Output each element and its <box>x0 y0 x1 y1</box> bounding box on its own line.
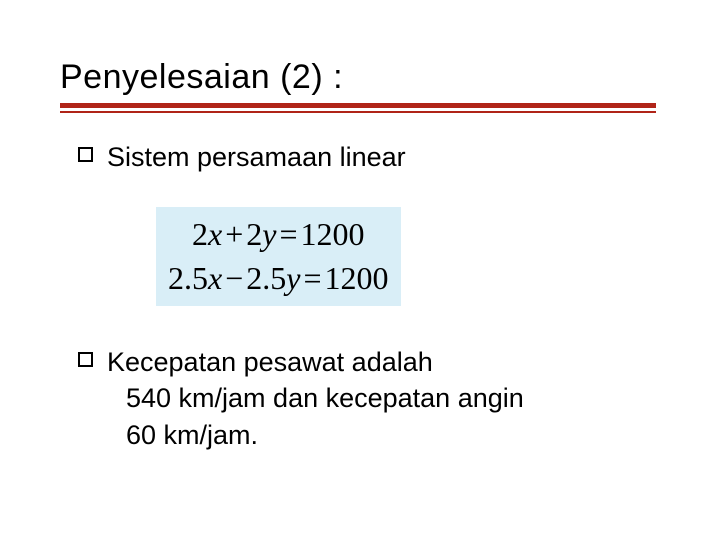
eq1-op: + <box>222 216 246 252</box>
rule-thin <box>60 111 656 113</box>
rule-thick <box>60 103 656 108</box>
bullet-item-2: Kecepatan pesawat adalah 540 km/jam dan … <box>78 344 660 453</box>
page-title: Penyelesaian (2) : <box>60 58 660 97</box>
equation-block: 2.2x+2y=1200 2.5x−2.5y=1200 <box>156 207 401 305</box>
slide: Penyelesaian (2) : Sistem persamaan line… <box>0 0 720 540</box>
eq2-var2: y <box>286 260 300 296</box>
equation-1: 2.2x+2y=1200 <box>168 213 389 256</box>
eq2-op: − <box>222 260 246 296</box>
eq1-var1: x <box>208 216 222 252</box>
body-content: Sistem persamaan linear 2.2x+2y=1200 2.5… <box>60 139 660 453</box>
title-block: Penyelesaian (2) : <box>60 58 660 97</box>
eq1-eq: = <box>276 216 300 252</box>
eq2-coef2: 2.5 <box>246 260 286 296</box>
bullet2-line3: 60 km/jam. <box>107 417 524 453</box>
title-underline <box>60 103 656 113</box>
bullet2-line1: Kecepatan pesawat adalah <box>107 347 433 377</box>
equation-2: 2.5x−2.5y=1200 <box>168 257 389 300</box>
bullet-text-1: Sistem persamaan linear <box>107 139 406 175</box>
bullet-text-2: Kecepatan pesawat adalah 540 km/jam dan … <box>107 344 524 453</box>
eq2-eq: = <box>300 260 324 296</box>
eq1-var2: y <box>262 216 276 252</box>
square-bullet-icon <box>78 352 93 367</box>
square-bullet-icon <box>78 147 93 162</box>
eq1-coef1: 2 <box>192 216 208 252</box>
eq1-coef2: 2 <box>246 216 262 252</box>
bullet-item-1: Sistem persamaan linear <box>78 139 660 175</box>
bullet2-line2: 540 km/jam dan kecepatan angin <box>107 380 524 416</box>
eq1-rhs: 1200 <box>301 216 365 252</box>
eq2-coef1: 2.5 <box>168 260 208 296</box>
eq2-var1: x <box>208 260 222 296</box>
eq2-rhs: 1200 <box>325 260 389 296</box>
